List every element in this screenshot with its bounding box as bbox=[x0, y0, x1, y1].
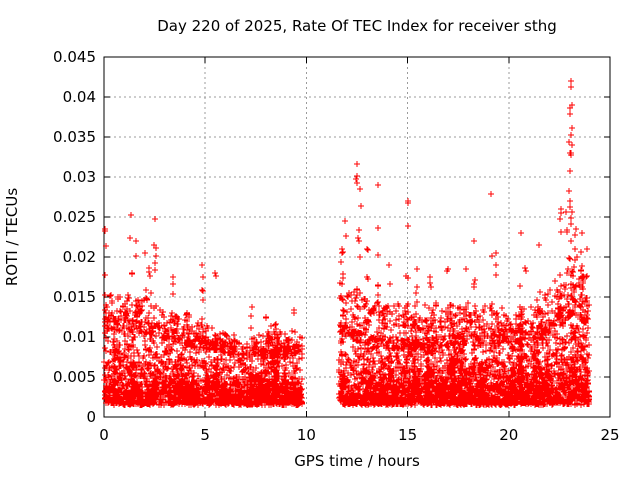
y-tick-label: 0.015 bbox=[53, 288, 96, 306]
y-axis-label: ROTI / TECUs bbox=[3, 188, 21, 286]
y-tick-label: 0.04 bbox=[63, 88, 96, 106]
x-tick-label: 25 bbox=[600, 426, 619, 444]
y-tick-label: 0.03 bbox=[63, 168, 96, 186]
y-tick-label: 0.025 bbox=[53, 208, 96, 226]
y-tick-label: 0.045 bbox=[53, 48, 96, 66]
x-tick-label: 5 bbox=[200, 426, 210, 444]
data-point-markers bbox=[101, 78, 592, 408]
y-tick-label: 0.02 bbox=[63, 248, 96, 266]
x-tick-label: 15 bbox=[398, 426, 417, 444]
y-tick-label: 0 bbox=[86, 408, 96, 426]
chart-title: Day 220 of 2025, Rate Of TEC Index for r… bbox=[157, 17, 557, 35]
scatter-points bbox=[101, 78, 592, 408]
x-tick-label: 0 bbox=[99, 426, 109, 444]
y-tick-label: 0.005 bbox=[53, 368, 96, 386]
tick-labels: 0 5 10 15 20 25 0 0.005 0.01 0.015 0.02 0.025 0.03 0.… bbox=[53, 48, 620, 444]
y-tick-label: 0.035 bbox=[53, 128, 96, 146]
y-tick-label: 0.01 bbox=[63, 328, 96, 346]
x-axis-label: GPS time / hours bbox=[294, 452, 420, 470]
x-tick-label: 20 bbox=[499, 426, 518, 444]
x-tick-label: 10 bbox=[297, 426, 316, 444]
